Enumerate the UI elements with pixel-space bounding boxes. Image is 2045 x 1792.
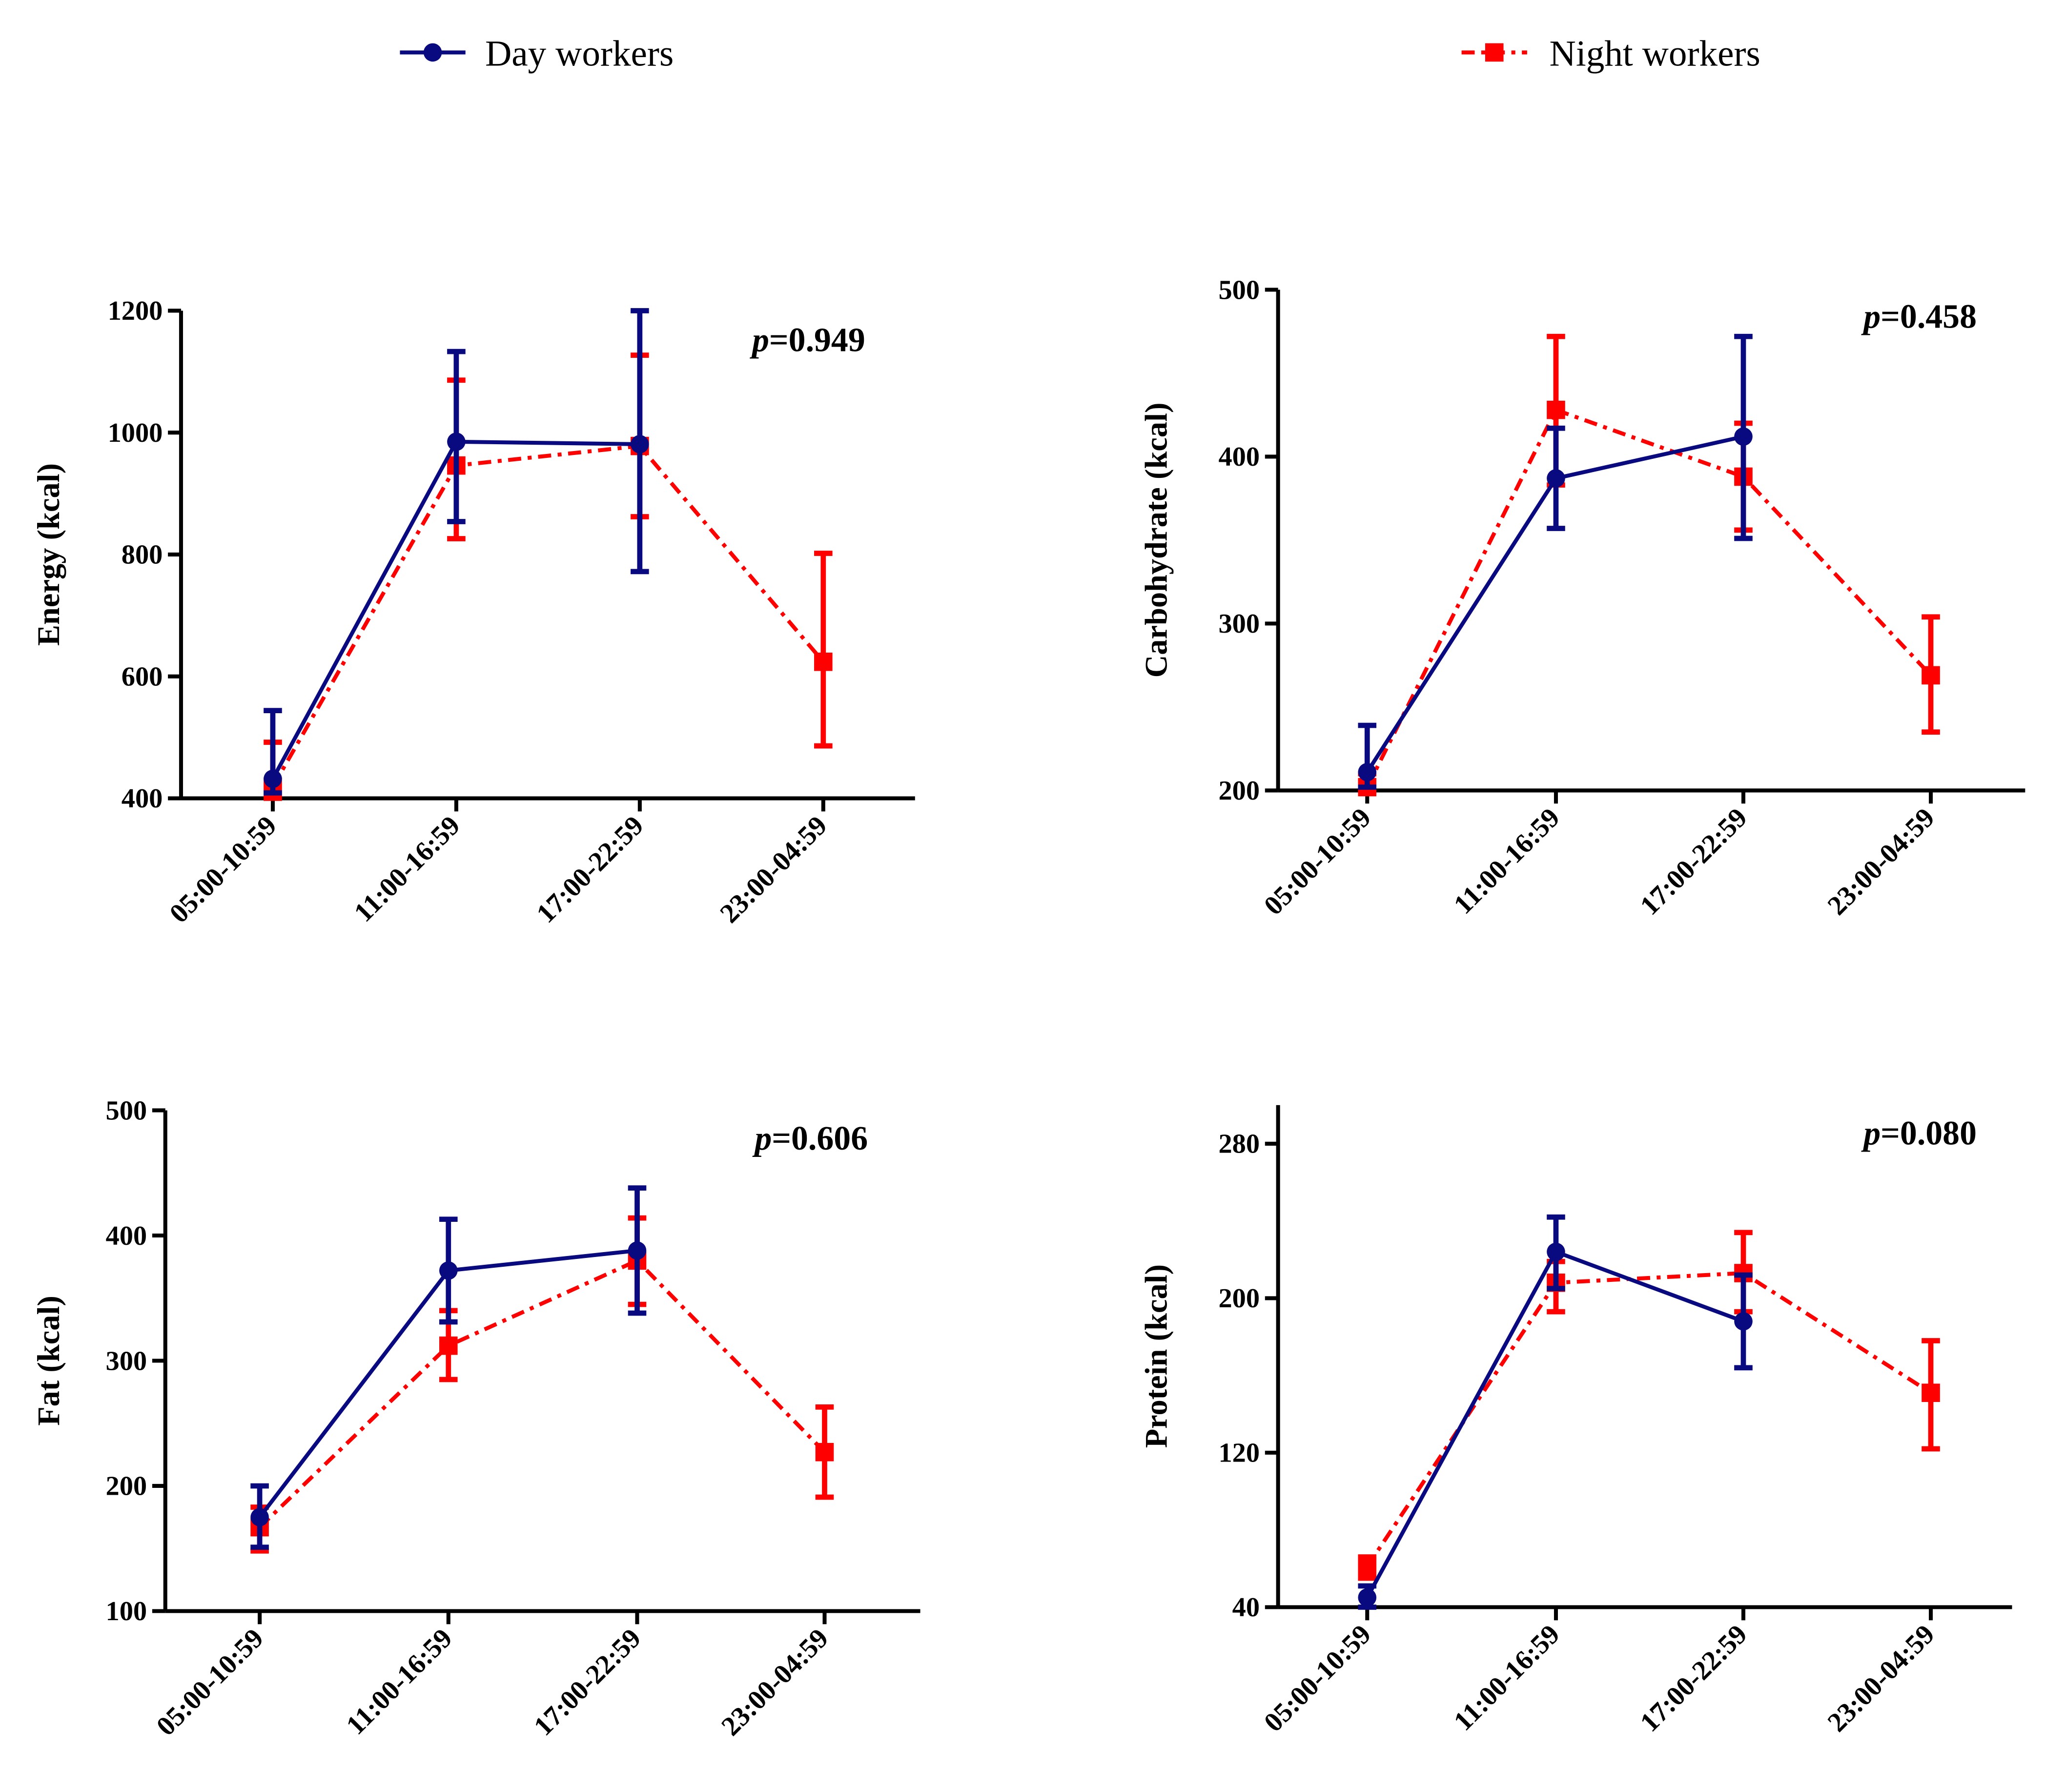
x-tick-label: 23:00-04:59: [716, 1623, 834, 1742]
x-tick-label: 17:00-22:59: [1635, 1619, 1753, 1738]
y-tick-label: 400: [122, 783, 163, 814]
p-symbol: p: [1861, 1114, 1881, 1152]
y-axis-label: Protein (kcal): [1139, 1264, 1173, 1448]
y-tick-label: 400: [106, 1221, 147, 1251]
x-tick-label: 05:00-10:59: [151, 1623, 269, 1742]
y-tick-label: 300: [106, 1346, 147, 1376]
x-tick-label: 23:00-04:59: [1822, 1619, 1941, 1738]
p-value-number: =0.606: [772, 1120, 868, 1157]
data-point-night: [815, 1442, 834, 1462]
data-point-day: [439, 1261, 458, 1280]
y-tick-label: 40: [1232, 1592, 1260, 1623]
y-tick-label: 200: [106, 1471, 147, 1502]
p-symbol: p: [750, 322, 769, 359]
data-point-night: [1547, 400, 1565, 419]
y-axis-label: Energy (kcal): [31, 463, 66, 646]
p-symbol: p: [1861, 298, 1881, 335]
y-tick-label: 280: [1219, 1129, 1260, 1159]
x-tick-label: 05:00-10:59: [1258, 1619, 1377, 1738]
series-line-night: [1365, 407, 1932, 788]
x-tick-label: 11:00-16:59: [348, 810, 466, 928]
p-value: p=0.080: [1861, 1114, 1977, 1152]
y-axis-label: Fat (kcal): [31, 1296, 66, 1426]
data-point-night: [814, 652, 833, 671]
x-tick-label: 23:00-04:59: [1822, 803, 1941, 921]
x-tick-label: 11:00-16:59: [1448, 1619, 1566, 1737]
x-tick-label: 11:00-16:59: [341, 1623, 458, 1741]
x-tick-label: 05:00-10:59: [1258, 803, 1377, 921]
legend-day-marker: [423, 43, 442, 62]
y-tick-label: 500: [1219, 275, 1260, 305]
legend-night-marker: [1485, 43, 1504, 62]
data-point-day: [1547, 469, 1565, 488]
chart-panel-0: 400 600 800 1000 1200 05:00-10:59 11:00-16:59 1…: [31, 296, 915, 929]
y-tick-label: 600: [122, 661, 163, 692]
y-tick-label: 200: [1219, 776, 1260, 806]
y-tick-label: 1200: [108, 296, 163, 326]
p-value-number: =0.949: [769, 322, 865, 359]
y-tick-label: 500: [106, 1095, 147, 1126]
legend-night-label: Night workers: [1550, 33, 1760, 74]
p-value-number: =0.458: [1881, 298, 1977, 335]
x-tick-label: 05:00-10:59: [164, 810, 283, 929]
chart-panel-2: 100 200 300 400 500 05:00-10:59 11:00-16:59 17:…: [31, 1095, 920, 1742]
y-tick-label: 120: [1219, 1438, 1260, 1468]
y-tick-label: 300: [1219, 609, 1260, 639]
series-line-night: [271, 444, 825, 788]
x-tick-label: 11:00-16:59: [1448, 803, 1566, 920]
y-tick-label: 800: [122, 540, 163, 570]
y-tick-label: 1000: [108, 418, 163, 448]
x-tick-label: 23:00-04:59: [715, 810, 833, 929]
chart-panel-1: 200 300 400 500 05:00-10:59 11:00-16:59 17:00-…: [1139, 275, 2025, 921]
x-tick-label: 17:00-22:59: [528, 1623, 647, 1742]
p-value: p=0.458: [1861, 298, 1977, 335]
data-point-day: [447, 433, 466, 451]
p-value: p=0.606: [752, 1120, 868, 1157]
p-value: p=0.949: [750, 322, 865, 359]
data-point-day: [1547, 1242, 1565, 1261]
y-tick-label: 400: [1219, 442, 1260, 472]
p-symbol: p: [752, 1120, 772, 1157]
data-point-night: [1922, 666, 1940, 685]
series-line-night: [258, 1258, 826, 1529]
data-point-day: [1358, 1588, 1377, 1607]
y-tick-label: 200: [1219, 1283, 1260, 1314]
series-line-night: [1365, 1271, 1932, 1568]
data-point-day: [264, 769, 282, 788]
x-tick-label: 17:00-22:59: [1635, 803, 1753, 921]
legend-day-label: Day workers: [485, 33, 674, 74]
data-point-day: [1734, 1312, 1753, 1331]
data-point-night: [1922, 1383, 1940, 1402]
data-point-day: [631, 435, 649, 453]
y-axis-label: Carbohydrate (kcal): [1139, 403, 1173, 678]
legend: Day workers Night workers: [400, 33, 1760, 74]
data-point-day: [628, 1241, 647, 1260]
data-point-day: [1358, 762, 1377, 782]
p-value-number: =0.080: [1881, 1114, 1977, 1152]
data-point-day: [250, 1508, 269, 1526]
x-tick-label: 17:00-22:59: [531, 810, 650, 929]
data-point-night: [1358, 1557, 1377, 1576]
data-point-day: [1734, 427, 1753, 446]
y-tick-label: 100: [106, 1596, 147, 1627]
chart-panel-3: 40 120 200 280 05:00-10:59 11:00-16:59 17:00-2…: [1139, 1105, 2012, 1738]
data-point-night: [439, 1336, 458, 1355]
